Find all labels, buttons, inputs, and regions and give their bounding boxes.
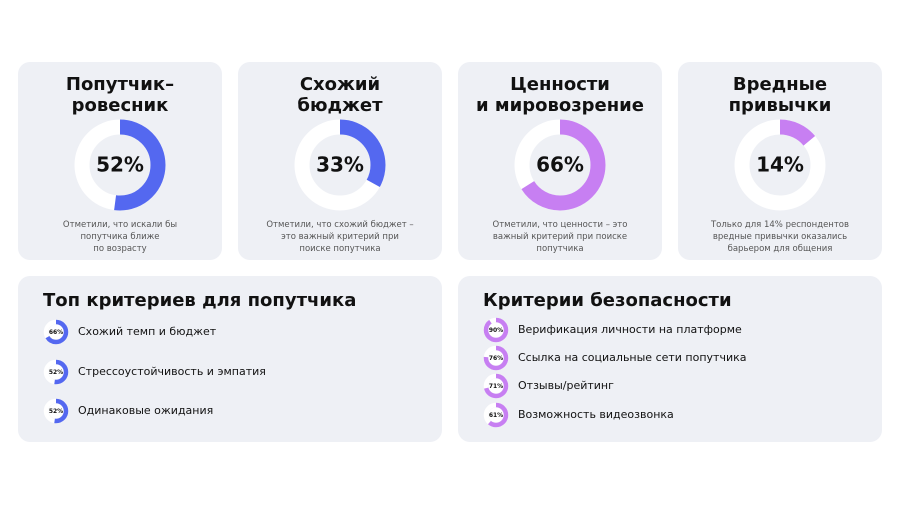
card — [18, 62, 222, 260]
donut-arc — [483, 345, 509, 371]
item-text: Одинаковые ожидания — [78, 404, 213, 417]
card-note-line: барьером для общения — [728, 244, 833, 254]
card-title: Вредные привычки — [729, 74, 832, 116]
donut-arc — [483, 373, 509, 399]
percent-label: 14% — [756, 153, 804, 177]
donut-center — [48, 324, 64, 340]
donut-center — [48, 364, 64, 380]
percent-label: 61% — [489, 412, 503, 419]
percent-label: 66% — [536, 153, 584, 177]
donut-center — [488, 407, 504, 423]
donut-arc — [483, 402, 509, 428]
card-title-line: Ценности — [510, 74, 610, 95]
card-title-line: привычки — [729, 95, 832, 116]
percent-label: 52% — [49, 369, 63, 376]
card-note-line: поиске попутчика — [299, 244, 380, 254]
card-note: Отметили, что искали бы попутчика ближе по… — [63, 220, 177, 254]
donut-center — [48, 403, 64, 419]
percent-label: 52% — [96, 153, 144, 177]
percent-label: 52% — [49, 408, 63, 415]
card-title: Попутчик– ровесник — [66, 74, 174, 116]
card-note-line: Отметили, что схожий бюджет – — [266, 220, 413, 230]
card-title-line: Схожий — [300, 74, 380, 95]
card-title-line: Вредные — [733, 74, 827, 95]
card-note-line: попутчика ближе — [81, 232, 160, 242]
item-text: Стрессоустойчивость и эмпатия — [78, 365, 266, 378]
card-note-line: по возрасту — [93, 244, 146, 254]
card-title: Схожий бюджет — [297, 74, 383, 116]
card-note-line: Отметили, что искали бы — [63, 220, 177, 230]
list-title: Топ критериев для попутчика — [43, 290, 356, 311]
card — [458, 276, 882, 442]
card-title-line: Попутчик– — [66, 74, 174, 95]
card — [458, 62, 662, 260]
donut-arc — [294, 119, 386, 211]
donut-arc — [74, 119, 166, 211]
card — [678, 62, 882, 260]
item-text: Возможность видеозвонка — [518, 408, 674, 421]
item-text: Ссылка на социальные сети попутчика — [518, 351, 747, 364]
donut-arc — [483, 317, 509, 343]
percent-label: 66% — [49, 329, 63, 336]
donut-arc — [734, 119, 826, 211]
percent-label: 90% — [489, 327, 503, 334]
percent-label: 71% — [489, 383, 503, 390]
card-note-line: попутчика — [536, 244, 583, 254]
card-note: Отметили, что ценности – это важный крите… — [493, 220, 628, 254]
card-note-line: Только для 14% респондентов — [710, 220, 849, 230]
card-title-line: и мировозрение — [476, 95, 644, 116]
donut-arc — [514, 119, 606, 211]
donut-center — [488, 350, 504, 366]
donut-arc — [43, 398, 69, 424]
card-note-line: важный критерий при поиске — [493, 232, 627, 242]
card-note-line: Отметили, что ценности – это — [493, 220, 628, 230]
card-note: Только для 14% респондентов вредные привы… — [710, 220, 849, 254]
card — [238, 62, 442, 260]
card-note: Отметили, что схожий бюджет – это важный … — [266, 220, 413, 254]
donut-center — [488, 322, 504, 338]
card-note-line: вредные привычки оказались — [713, 232, 847, 242]
donut-center — [488, 378, 504, 394]
list-title: Критерии безопасности — [483, 290, 732, 311]
card — [18, 276, 442, 442]
donut-arc — [43, 319, 69, 345]
percent-label: 76% — [489, 355, 503, 362]
card-title-line: бюджет — [297, 95, 383, 116]
percent-label: 33% — [316, 153, 364, 177]
donut-arc — [43, 359, 69, 385]
item-text: Верификация личности на платформе — [518, 323, 742, 336]
item-text: Схожий темп и бюджет — [78, 325, 217, 338]
card-note-line: это важный критерий при — [281, 232, 399, 242]
card-title: Ценности и мировозрение — [476, 74, 644, 116]
card-title-line: ровесник — [72, 95, 169, 116]
item-text: Отзывы/рейтинг — [518, 379, 614, 392]
